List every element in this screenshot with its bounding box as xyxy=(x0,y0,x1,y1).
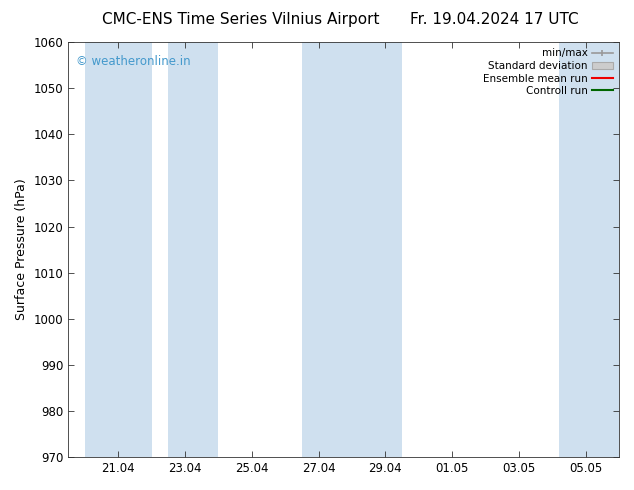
Bar xyxy=(559,42,619,457)
Text: © weatheronline.in: © weatheronline.in xyxy=(77,54,191,68)
Bar xyxy=(302,42,402,457)
Bar xyxy=(85,42,152,457)
Bar xyxy=(168,42,218,457)
Text: CMC-ENS Time Series Vilnius Airport: CMC-ENS Time Series Vilnius Airport xyxy=(102,12,380,27)
Text: Fr. 19.04.2024 17 UTC: Fr. 19.04.2024 17 UTC xyxy=(410,12,579,27)
Y-axis label: Surface Pressure (hPa): Surface Pressure (hPa) xyxy=(15,179,28,320)
Legend: min/max, Standard deviation, Ensemble mean run, Controll run: min/max, Standard deviation, Ensemble me… xyxy=(480,45,616,99)
